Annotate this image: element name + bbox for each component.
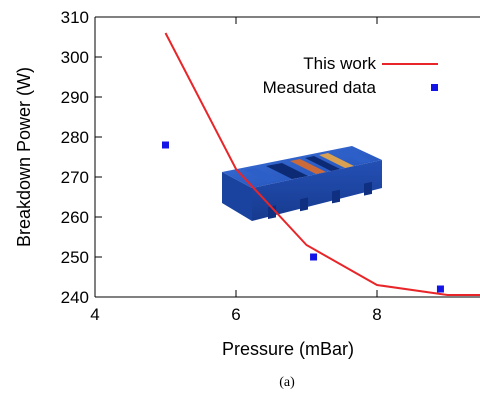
- y-tick-labels: 240 250 260 270 280 290 300 310: [61, 8, 89, 307]
- y-tick-label: 250: [61, 248, 89, 267]
- x-tick-labels: 468101214: [90, 305, 480, 324]
- structure-illustration: [222, 146, 382, 221]
- measured-data-point: [162, 142, 169, 149]
- legend-label-measured-data: Measured data: [263, 78, 377, 97]
- plot-frame: [95, 17, 480, 297]
- figure-caption: (a): [279, 375, 295, 390]
- x-tick-label: 4: [90, 305, 99, 324]
- y-tick-label: 300: [61, 48, 89, 67]
- x-tick-label: 6: [231, 305, 240, 324]
- y-tick-label: 270: [61, 168, 89, 187]
- y-axis-title: Breakdown Power (W): [14, 67, 34, 247]
- measured-data-point: [437, 286, 444, 293]
- measured-data-point: [310, 254, 317, 261]
- x-axis-title: Pressure (mBar): [222, 339, 354, 359]
- legend: This work Measured data: [263, 54, 438, 97]
- y-tick-label: 290: [61, 88, 89, 107]
- y-tick-label: 280: [61, 128, 89, 147]
- legend-swatch-measured-data: [431, 84, 438, 91]
- legend-label-this-work: This work: [303, 54, 376, 73]
- y-tick-label: 310: [61, 8, 89, 27]
- y-tick-label: 240: [61, 288, 89, 307]
- x-tick-label: 8: [372, 305, 381, 324]
- axis-ticks: [95, 17, 480, 297]
- y-tick-label: 260: [61, 208, 89, 227]
